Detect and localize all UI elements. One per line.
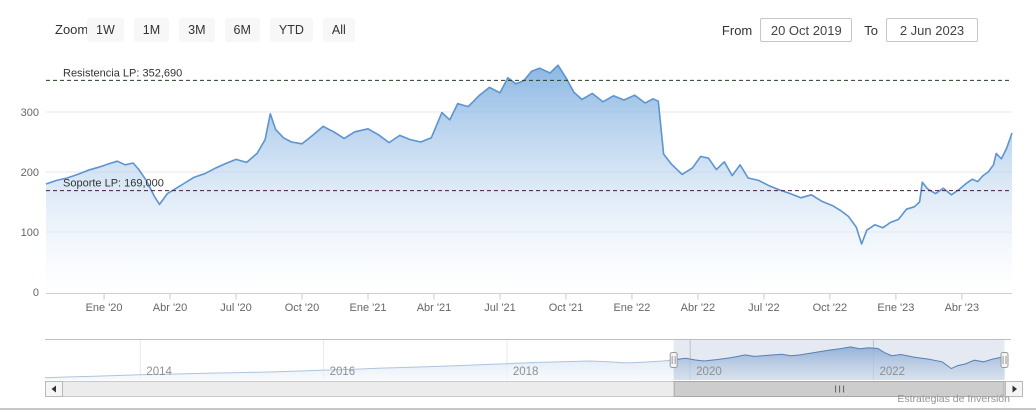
zoom-buttons: 1W 1M 3M 6M YTD All [87, 18, 355, 42]
x-axis-label: Ene '23 [877, 302, 914, 314]
zoom-button-all[interactable]: All [322, 18, 355, 42]
x-axis-label: Jul '20 [220, 302, 251, 314]
zoom-button-3m[interactable]: 3M [179, 18, 215, 42]
x-axis-label: Oct '20 [285, 302, 320, 314]
x-axis-label: Ene '22 [613, 302, 650, 314]
y-axis-label: 0 [33, 287, 39, 299]
date-range: From To [722, 18, 978, 42]
to-date-input[interactable] [886, 18, 978, 42]
nav-year-label: 2014 [146, 366, 172, 378]
nav-year-label: 2020 [696, 366, 722, 378]
nav-handle-right[interactable] [1000, 352, 1009, 368]
support-label: Soporte LP: 169,000 [63, 178, 164, 190]
x-axis-label: Ene '20 [86, 302, 123, 314]
zoom-button-1w[interactable]: 1W [87, 18, 124, 42]
zoom-button-6m[interactable]: 6M [224, 18, 260, 42]
from-date-input[interactable] [760, 18, 853, 42]
to-label: To [864, 22, 878, 38]
scrollbar-right-arrow-icon [1012, 385, 1017, 393]
nav-handle-left[interactable] [669, 352, 678, 368]
x-axis-label: Abr '20 [153, 302, 188, 314]
from-label: From [721, 22, 753, 38]
x-axis-label: Jul '21 [484, 302, 515, 314]
y-axis-label: 200 [21, 167, 39, 179]
x-axis-label: Abr '23 [945, 302, 980, 314]
x-axis-label: Oct '22 [813, 302, 848, 314]
nav-year-label: 2018 [513, 366, 539, 378]
x-axis-label: Abr '22 [681, 302, 716, 314]
y-axis-label: 100 [21, 227, 39, 239]
x-axis-label: Ene '21 [350, 302, 387, 314]
x-axis-label: Abr '21 [417, 302, 452, 314]
credit-text: Estrategias de Inversión [897, 393, 1010, 405]
price-series-area[interactable] [46, 65, 1012, 292]
zoom-button-ytd[interactable]: YTD [269, 18, 313, 42]
zoom-label: Zoom [55, 22, 89, 37]
nav-year-label: 2022 [879, 366, 905, 378]
nav-mask-left[interactable] [45, 340, 674, 380]
nav-year-label: 2016 [330, 366, 356, 378]
bottom-divider [0, 408, 1036, 410]
x-axis-label: Jul '22 [748, 302, 779, 314]
x-axis-label: Oct '21 [549, 302, 584, 314]
resistance-label: Resistencia LP: 352,690 [63, 67, 182, 79]
zoom-button-1m[interactable]: 1M [133, 18, 170, 42]
nav-selection[interactable] [673, 340, 1005, 380]
scrollbar-left-arrow-icon [51, 385, 56, 393]
toolbar: Zoom 1W 1M 3M 6M YTD All From To [0, 17, 1036, 43]
price-series-line [45, 64, 1013, 245]
y-axis-label: 300 [21, 107, 39, 119]
